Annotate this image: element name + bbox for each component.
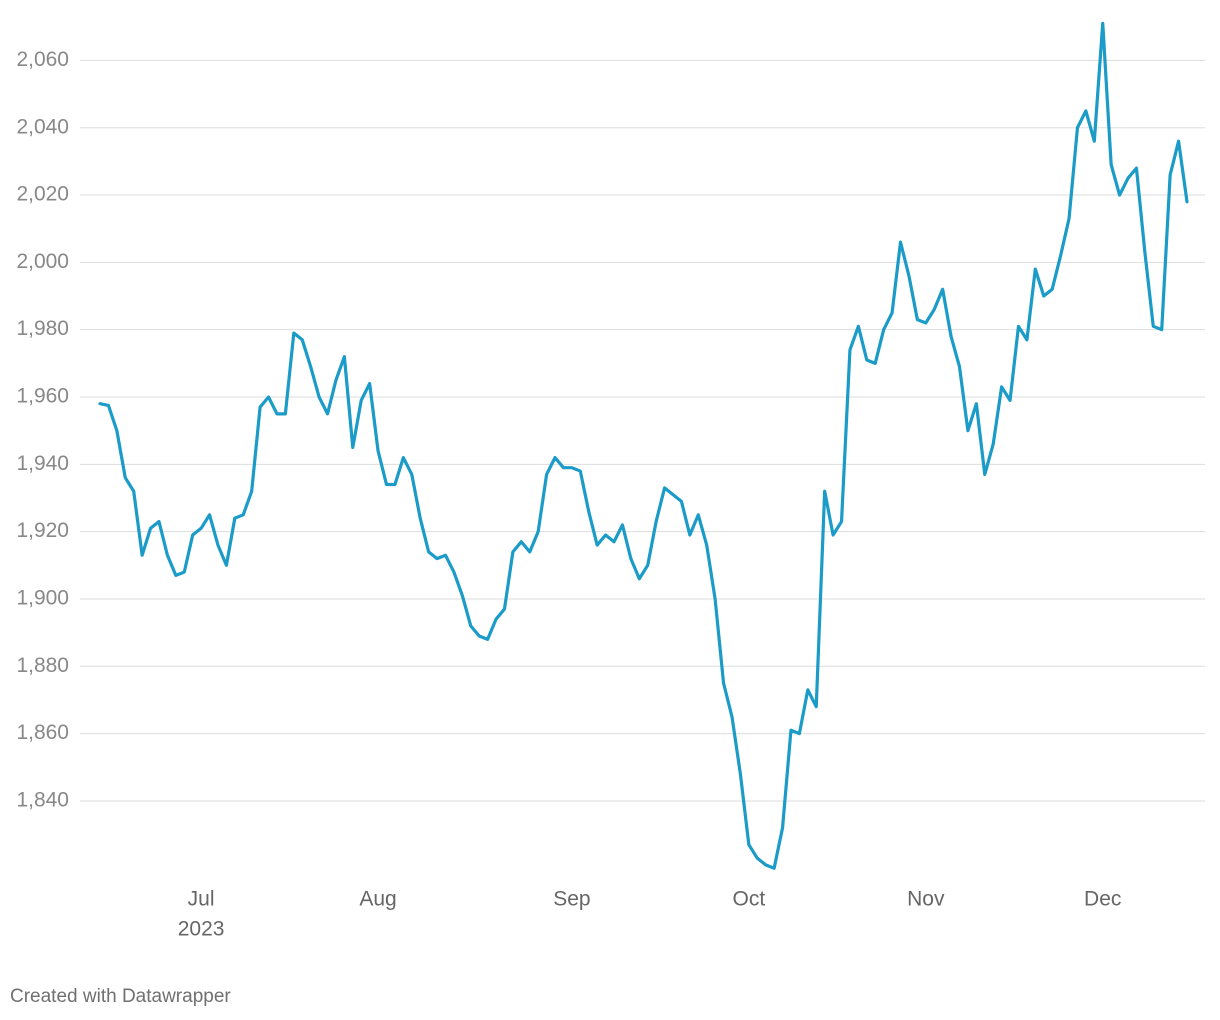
credit: Created with Datawrapper xyxy=(10,986,231,1007)
y-tick-label: 2,040 xyxy=(16,115,69,138)
y-tick-label: 1,980 xyxy=(16,317,69,340)
line xyxy=(98,21,1189,870)
x-tick-label: Aug xyxy=(359,888,396,911)
x-tick-label: Nov xyxy=(907,888,945,911)
x-tick-label: Oct xyxy=(732,888,765,911)
y-tick-label: 1,940 xyxy=(16,452,69,475)
y-tick-label: 1,900 xyxy=(16,587,69,610)
x-tick-label: Jul xyxy=(188,888,215,911)
y-tick-label: 1,920 xyxy=(16,519,69,542)
y-tick-label: 2,060 xyxy=(16,48,69,71)
y-tick-label: 1,880 xyxy=(16,654,69,677)
x-tick-label: Dec xyxy=(1084,888,1121,911)
y-tick-label: 1,840 xyxy=(16,788,69,811)
y-tick-label: 1,960 xyxy=(16,385,69,408)
x-tick-label: Sep xyxy=(553,888,590,911)
y-tick-label: 2,000 xyxy=(16,250,69,273)
x-year-label: 2023 xyxy=(178,918,225,941)
y-tick-label: 2,020 xyxy=(16,183,69,206)
y-tick-label: 1,860 xyxy=(16,721,69,744)
